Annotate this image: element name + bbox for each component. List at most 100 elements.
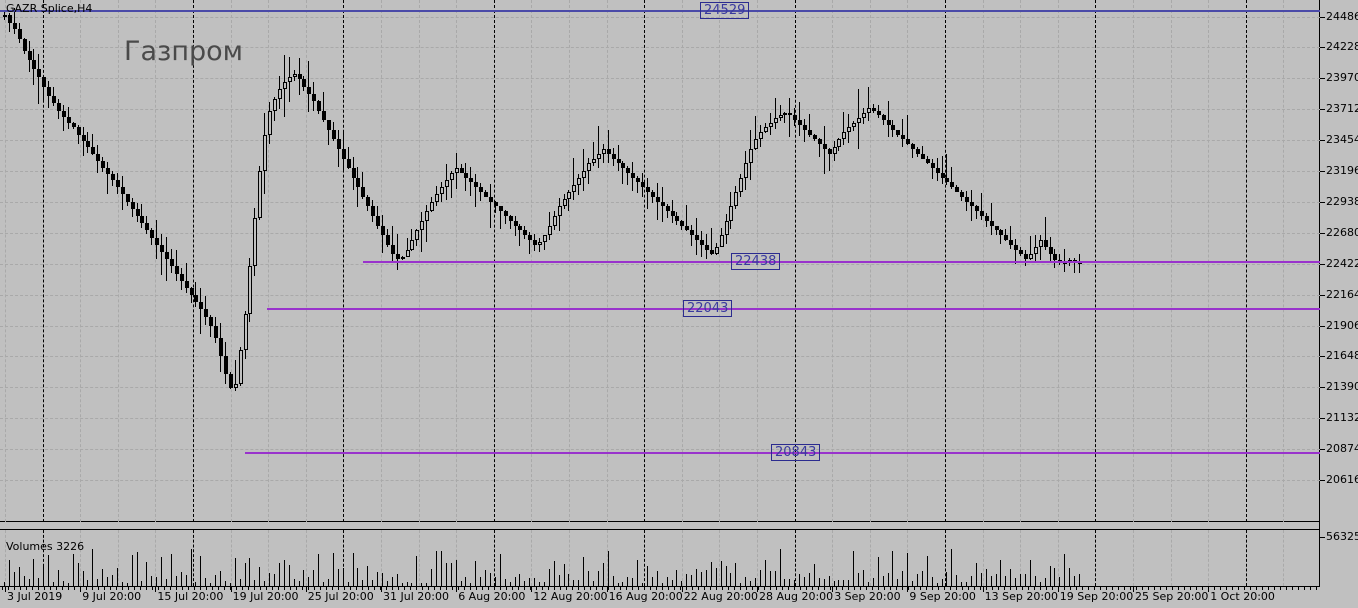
time-axis-minor-tick (1004, 587, 1005, 590)
grid-line-horizontal (0, 16, 1320, 18)
candle-bearish (1004, 235, 1008, 240)
volume-bar (515, 576, 516, 586)
candle-bearish (469, 177, 473, 183)
time-axis-minor-tick (530, 587, 531, 590)
time-axis-minor-tick (1034, 587, 1035, 590)
candle-bearish (965, 196, 969, 202)
volume-bar (745, 577, 746, 586)
price-axis-label: 23454 (1326, 133, 1358, 147)
volume-bar (971, 576, 972, 586)
time-axis-minor-tick (236, 587, 237, 590)
time-axis-minor-tick (998, 587, 999, 590)
candle-wick (780, 105, 781, 121)
candle-wick (195, 281, 196, 308)
volume-bar (43, 563, 44, 586)
candle-bullish (563, 199, 567, 207)
time-axis-tick (832, 587, 834, 592)
candle-bearish (882, 115, 886, 121)
candle-bearish (1024, 254, 1028, 260)
volume-bar (711, 561, 712, 586)
grid-line-vertical-major (42, 0, 44, 522)
candle-bearish (803, 125, 807, 130)
candle-wick (583, 149, 584, 192)
time-axis-minor-tick (308, 587, 309, 590)
time-axis-minor-tick (320, 587, 321, 590)
candle-bearish (926, 158, 930, 164)
time-axis-tick (757, 587, 758, 592)
candle-bearish (612, 153, 616, 159)
candle-wick (1074, 258, 1075, 273)
price-axis-label: 21906 (1326, 318, 1358, 332)
time-axis-label: 1 Oct 20:00 (1210, 590, 1275, 603)
candle-bearish (931, 163, 935, 169)
volume-bar (672, 580, 673, 586)
candle-bearish (607, 148, 611, 154)
candle-wick (627, 165, 628, 186)
volume-bar (789, 578, 790, 586)
level-line[interactable] (245, 451, 1320, 454)
volume-bar (338, 568, 339, 586)
candle-bearish (224, 356, 228, 375)
volume-bar (848, 579, 849, 586)
volume-bar (299, 580, 300, 586)
candle-wick (348, 146, 349, 170)
level-line[interactable] (363, 260, 1320, 263)
candle-wick (500, 206, 501, 230)
candle-bearish (106, 168, 110, 175)
time-axis-minor-tick (1094, 587, 1095, 590)
level-price-tag[interactable]: 22438 (731, 252, 781, 270)
grid-line-vertical-volume (982, 530, 984, 586)
time-axis-minor-tick (446, 587, 447, 590)
candle-bullish (455, 168, 459, 173)
candle-wick (451, 171, 452, 198)
candle-bearish (813, 134, 817, 140)
candle-bearish (460, 168, 464, 173)
candle-bearish (337, 139, 341, 149)
volume-bar (681, 581, 682, 586)
volume-bar (205, 578, 206, 586)
candle-bearish (381, 225, 385, 236)
level-line[interactable] (0, 10, 1320, 13)
volume-bar (451, 563, 452, 586)
time-axis-minor-tick (602, 587, 603, 590)
time-axis-minor-tick (152, 587, 153, 590)
candle-bearish (347, 158, 351, 169)
level-price-tag[interactable]: 22043 (683, 300, 733, 318)
time-axis-minor-tick (1172, 587, 1173, 590)
time-axis-minor-tick (86, 587, 87, 590)
level-price-tag[interactable]: 24529 (700, 2, 750, 20)
time-axis-minor-tick (824, 587, 825, 590)
level-price-tag[interactable]: 20843 (771, 443, 821, 461)
candle-wick (907, 114, 908, 145)
candle-wick (888, 100, 889, 138)
candle-bearish (175, 266, 179, 274)
candle-wick (510, 214, 511, 230)
candle-bullish (602, 148, 606, 154)
time-axis-minor-tick (1112, 587, 1113, 590)
volume-bar (225, 580, 226, 586)
time-axis-minor-tick (416, 587, 417, 590)
volume-bar (200, 555, 201, 586)
candle-bearish (214, 326, 218, 339)
candle-wick (912, 143, 913, 158)
volume-bar (863, 569, 864, 586)
candle-bearish (150, 230, 154, 238)
time-axis-minor-tick (944, 587, 945, 590)
candle-bearish (509, 216, 513, 221)
candle-bearish (818, 139, 822, 145)
volume-bar (937, 582, 938, 586)
candle-bearish (474, 182, 478, 188)
candle-wick (235, 360, 236, 392)
time-axis-minor-tick (746, 587, 747, 590)
time-axis-minor-tick (50, 587, 51, 590)
time-axis-minor-tick (578, 587, 579, 590)
level-line[interactable] (267, 308, 1320, 311)
volume-bar (407, 582, 408, 586)
time-axis-minor-tick (554, 587, 555, 590)
candle-bullish (754, 139, 758, 149)
time-axis-label: 25 Sep 20:00 (1135, 590, 1209, 603)
time-axis-tick (155, 587, 157, 592)
candle-wick (755, 116, 756, 150)
candle-bearish (651, 192, 655, 197)
volume-bar (171, 554, 172, 586)
